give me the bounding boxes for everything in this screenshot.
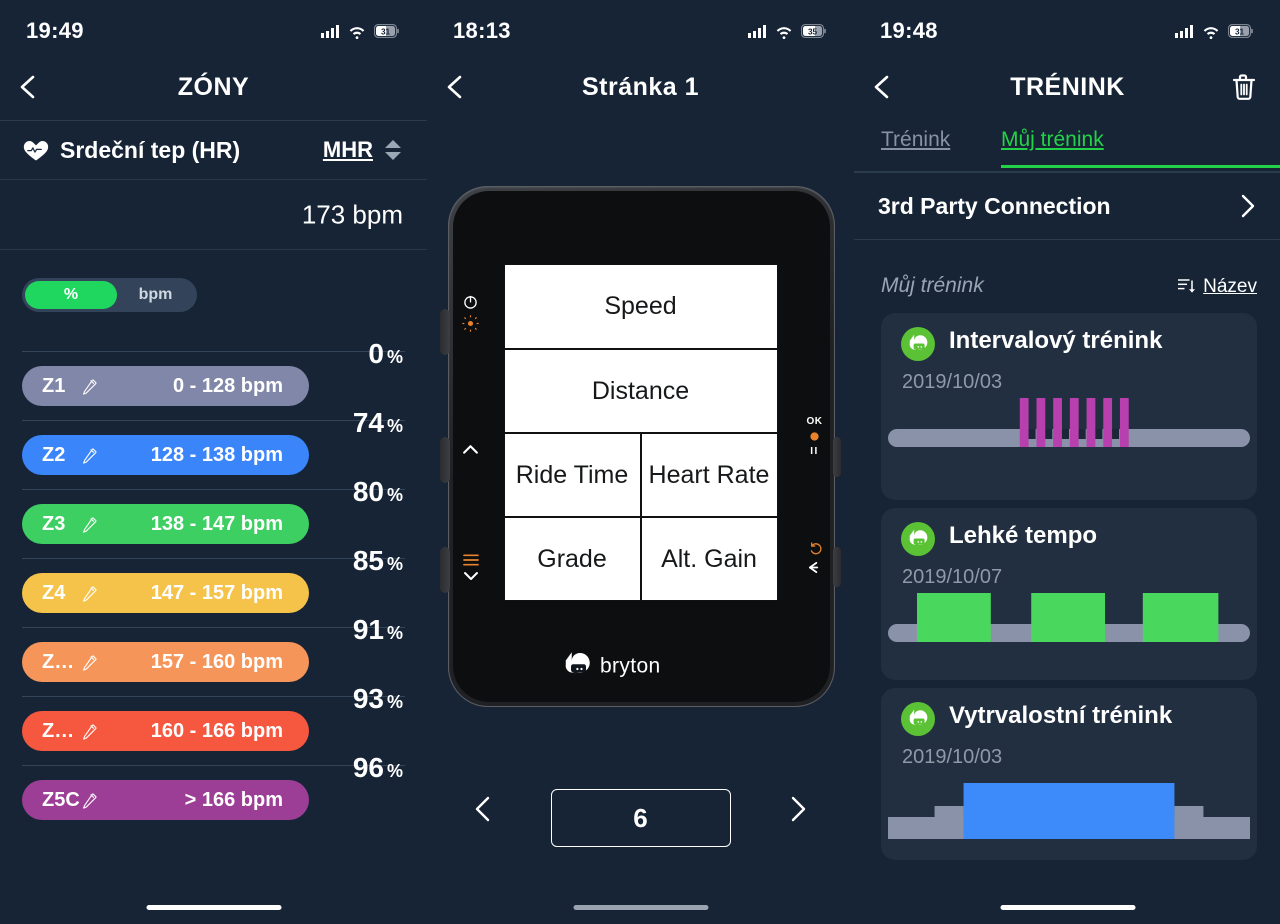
svg-text:31: 31 — [381, 27, 391, 36]
svg-text:31: 31 — [1235, 27, 1245, 36]
svg-text:35: 35 — [808, 27, 818, 36]
svg-text:bryton: bryton — [600, 655, 661, 678]
